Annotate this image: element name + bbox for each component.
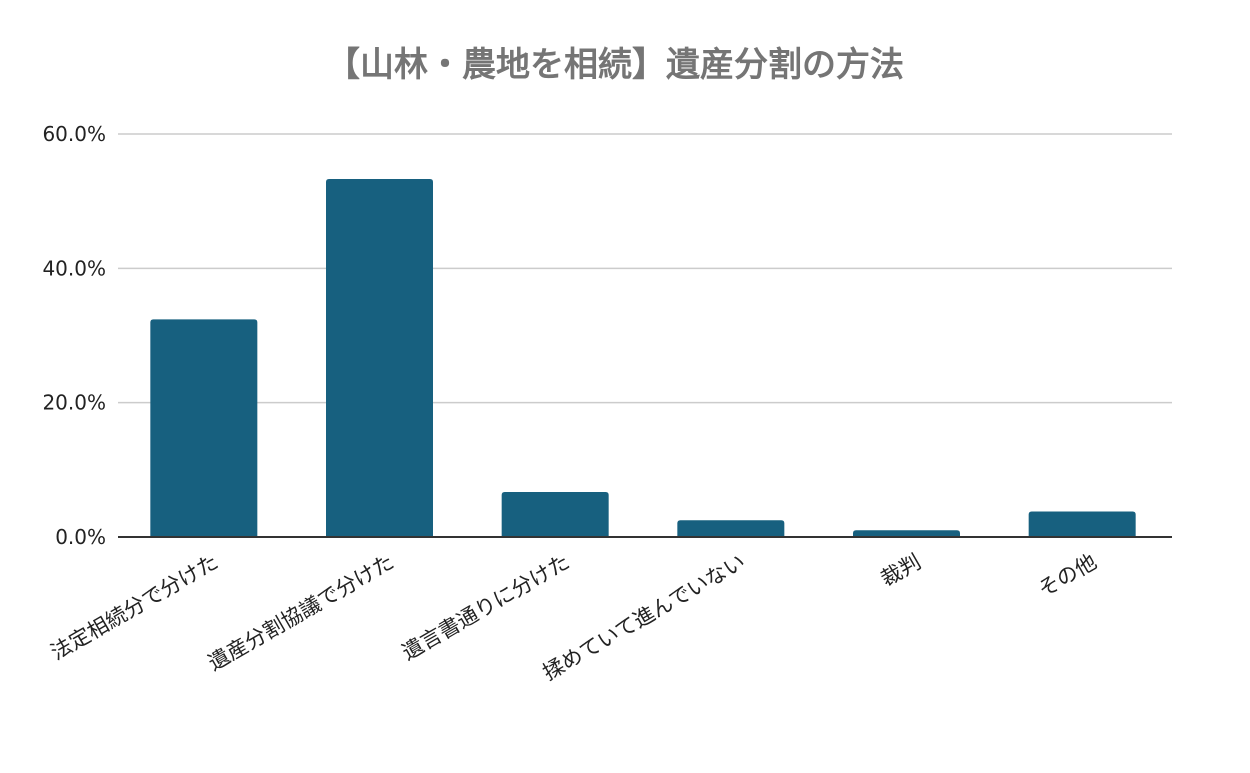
bar: [853, 530, 960, 537]
bar: [1028, 511, 1136, 537]
x-category-label: 裁判: [877, 550, 925, 592]
x-category-label: 法定相続分で分けた: [47, 550, 223, 665]
bar: [501, 491, 609, 537]
y-tick-label: 0.0%: [55, 525, 106, 549]
x-axis-category-labels: 法定相続分で分けた遺産分割協議で分けた 遺言書通りに分けた揉めていて進んでいない裁…: [47, 550, 1101, 685]
chart-title: 【山林・農地を相続】遺産分割の方法: [326, 45, 904, 85]
gridlines: [118, 133, 1172, 404]
bar: [150, 319, 258, 537]
x-category-label: 遺言書通りに分けた: [398, 550, 574, 665]
bars: [150, 179, 1136, 538]
y-tick-label: 20.0%: [42, 391, 106, 415]
y-axis-tick-labels: 0.0% 20.0% 40.0% 60.0%: [42, 122, 106, 549]
bar: [326, 179, 433, 538]
y-tick-label: 60.0%: [42, 122, 106, 146]
x-category-label: その他: [1034, 550, 1101, 602]
y-tick-label: 40.0%: [42, 256, 106, 280]
bar: [677, 520, 785, 537]
x-category-label: 遺産分割協議で分けた: [204, 550, 398, 676]
